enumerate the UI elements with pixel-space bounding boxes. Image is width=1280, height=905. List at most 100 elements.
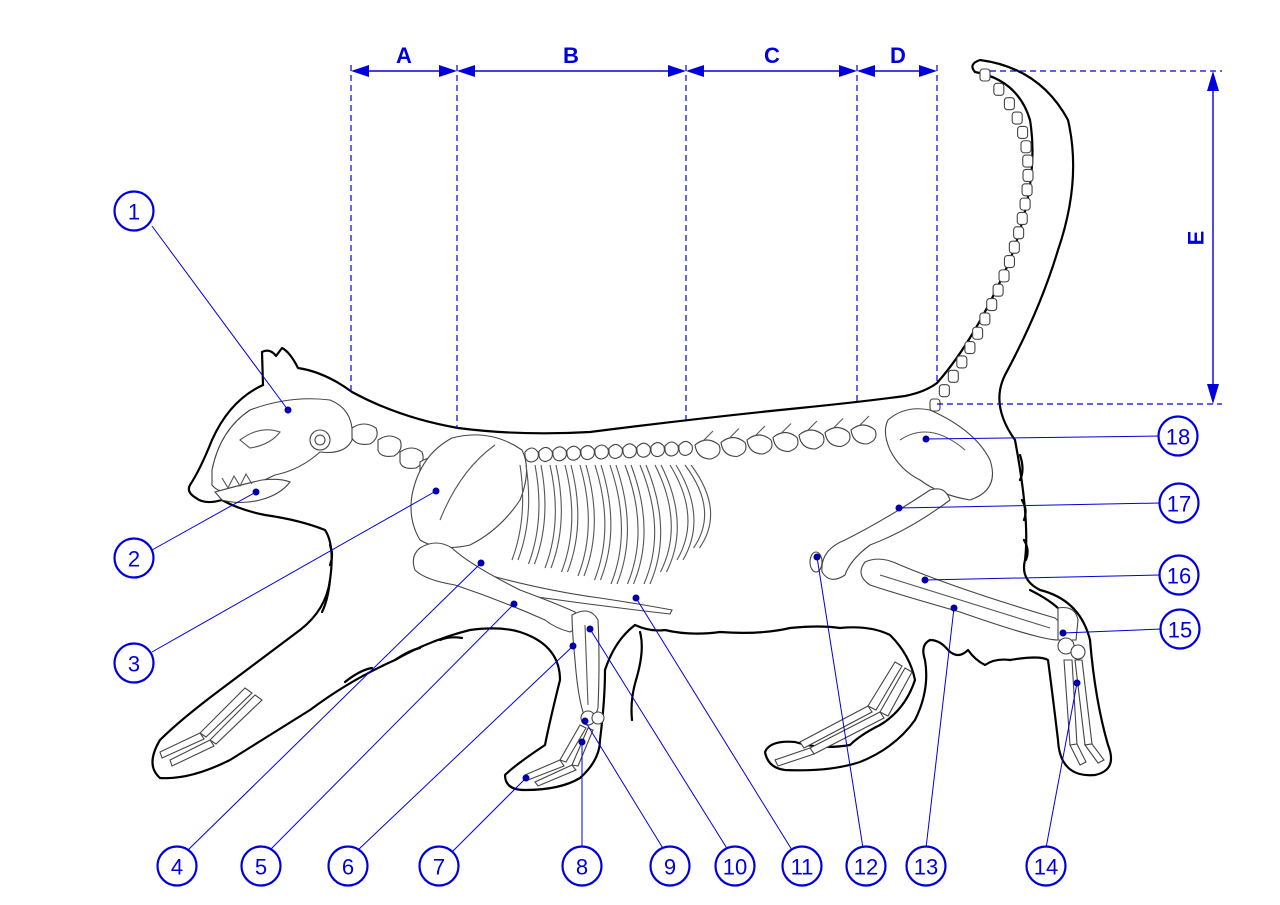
tail-vertebra [998, 269, 1010, 283]
rib [560, 464, 573, 573]
rib [669, 464, 689, 561]
skeleton [159, 68, 1105, 787]
rib [609, 464, 622, 585]
callout-4: 4 [156, 845, 198, 887]
tibia-fibula [860, 558, 1063, 641]
vertebra [824, 426, 851, 448]
segment-label-c: C [764, 43, 780, 68]
callout-10: 10 [714, 845, 756, 887]
callout-1: 1 [113, 190, 155, 232]
rib [533, 464, 546, 565]
lumbar-vertebrae [694, 415, 877, 460]
callout-15: 15 [1159, 608, 1201, 650]
caudal-vertebrae [929, 68, 1034, 412]
tail-vertebra [1017, 125, 1029, 139]
svg-text:17: 17 [1167, 492, 1191, 517]
tail-vertebra [956, 355, 968, 369]
rib [615, 464, 628, 585]
callout-3: 3 [113, 642, 155, 684]
svg-text:15: 15 [1168, 618, 1192, 643]
callout-16: 16 [1158, 554, 1200, 596]
svg-text:18: 18 [1166, 425, 1190, 450]
svg-text:6: 6 [342, 855, 354, 880]
rib [566, 464, 579, 573]
svg-text:11: 11 [791, 855, 814, 880]
tail-vertebra [1016, 211, 1028, 226]
femur [821, 488, 951, 580]
tail-vertebra [979, 312, 991, 326]
svg-text:4: 4 [171, 855, 183, 880]
segment-label-a: A [396, 43, 412, 68]
callout-2: 2 [113, 537, 155, 579]
svg-text:13: 13 [914, 855, 938, 880]
vertebra [622, 443, 637, 459]
svg-text:14: 14 [1034, 855, 1058, 880]
tail-vertebra [1022, 168, 1034, 182]
svg-text:10: 10 [723, 855, 747, 880]
tail-vertebra [1003, 97, 1015, 111]
pelvis [884, 408, 994, 501]
rib [690, 464, 712, 549]
tail-vertebra [992, 283, 1004, 297]
rib [517, 464, 530, 561]
rib [511, 464, 524, 561]
svg-text:16: 16 [1167, 564, 1191, 589]
vertebra [664, 441, 679, 457]
callout-11: 11 [781, 845, 823, 887]
callout-13: 13 [905, 845, 947, 887]
tail-vertebra [938, 384, 950, 398]
callout-7: 7 [418, 845, 460, 887]
tail-vertebra [1011, 111, 1023, 125]
vertebra [650, 442, 665, 458]
rib [593, 464, 606, 581]
ribcage [511, 464, 712, 585]
vertebra [772, 431, 799, 453]
tail-vertebra [1022, 154, 1034, 168]
rib [624, 464, 639, 585]
callouts: 1 2 3 4 5 6 7 8 9 10 11 12 13 14 15 16 1… [113, 190, 1201, 887]
callout-8: 8 [561, 845, 603, 887]
tail-vertebra [986, 298, 998, 312]
tail-vertebra [1019, 197, 1031, 211]
callout-14: 14 [1025, 845, 1067, 887]
rib [660, 464, 678, 573]
tail-vertebra [947, 369, 959, 383]
thoracic-vertebrae [524, 440, 693, 463]
callout-6: 6 [327, 845, 369, 887]
vertebra [720, 436, 747, 458]
svg-text:12: 12 [854, 855, 878, 880]
far-forelimb-bones [159, 687, 263, 767]
rib [527, 464, 540, 565]
rib [645, 464, 662, 585]
leader-lines [151, 225, 1163, 853]
callout-17: 17 [1158, 482, 1200, 524]
front-paw-bones [524, 710, 605, 787]
callout-5: 5 [240, 845, 282, 887]
svg-text:8: 8 [576, 855, 588, 880]
dimension-guides: A B C D E [350, 43, 1222, 428]
humerus [412, 542, 580, 633]
cat-body-outline [151, 58, 1113, 792]
tail-vertebra [1020, 140, 1032, 154]
tail-vertebra [1008, 240, 1020, 254]
vertebra [538, 446, 553, 462]
rib [654, 464, 672, 573]
rib [639, 464, 656, 585]
vertebra [746, 434, 773, 455]
rib [544, 464, 556, 569]
tail-vertebra [929, 398, 941, 412]
callout-9: 9 [649, 845, 691, 887]
svg-text:3: 3 [128, 652, 140, 677]
vertebra [850, 424, 877, 445]
vertebra [524, 447, 539, 463]
vertebra [566, 445, 581, 461]
rib [630, 464, 645, 585]
scapula [410, 434, 528, 549]
segment-label-e: E [1184, 231, 1209, 246]
vertebra [594, 444, 609, 460]
tail-vertebra [1021, 183, 1033, 197]
mandible [214, 478, 291, 504]
vertebra [678, 440, 693, 456]
callout-18: 18 [1157, 415, 1199, 457]
